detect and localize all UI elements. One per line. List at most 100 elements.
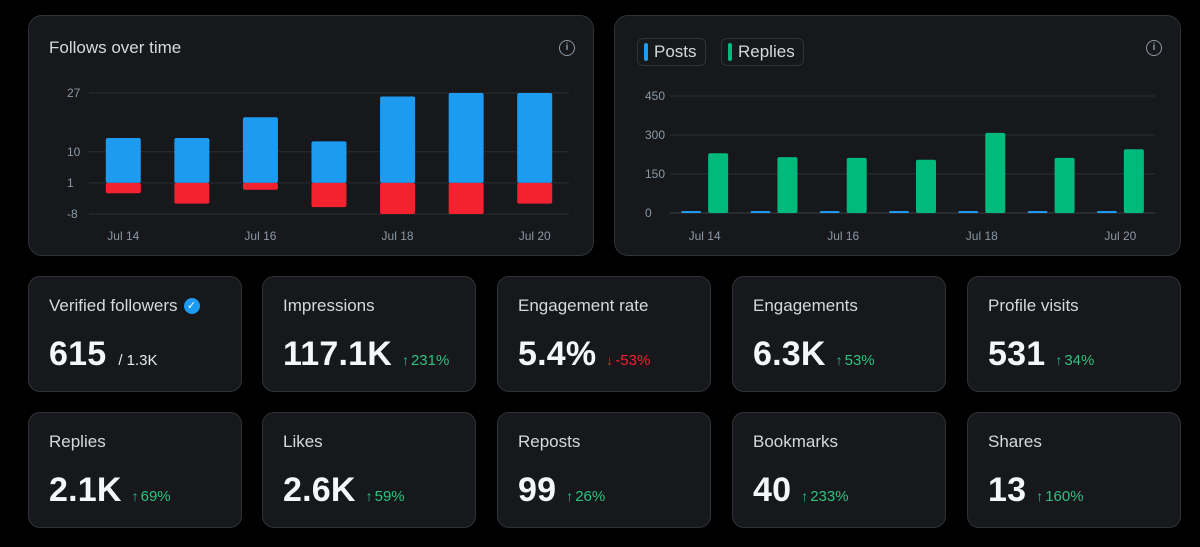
legend-posts[interactable]: Posts bbox=[637, 38, 706, 66]
metric-card-impressions[interactable]: Impressions 117.1K ↑ 231% bbox=[262, 276, 476, 392]
arrow-up-icon: ↑ bbox=[365, 488, 373, 504]
metric-card-engagement-rate[interactable]: Engagement rate 5.4% ↓ -53% bbox=[497, 276, 711, 392]
x-tick-label: Jul 16 bbox=[244, 229, 276, 243]
metric-value-row: 99 ↑ 26% bbox=[518, 471, 605, 510]
metric-delta: ↑ 231% bbox=[402, 352, 449, 369]
x-tick-label: Jul 18 bbox=[966, 229, 998, 243]
bar bbox=[517, 93, 553, 183]
bar bbox=[517, 182, 553, 204]
bar bbox=[958, 211, 979, 213]
x-tick-label: Jul 20 bbox=[1104, 229, 1136, 243]
bar bbox=[1027, 211, 1048, 213]
bar bbox=[311, 141, 347, 183]
info-icon[interactable]: i bbox=[559, 40, 575, 56]
bar bbox=[846, 157, 867, 213]
bar bbox=[174, 182, 210, 204]
delta-text: 160% bbox=[1045, 487, 1084, 505]
delta-text: 69% bbox=[140, 487, 171, 505]
metric-value-row: 531 ↑ 34% bbox=[988, 335, 1094, 374]
metric-label: Bookmarks bbox=[753, 432, 839, 451]
arrow-up-icon: ↑ bbox=[401, 352, 409, 368]
metric-label-text: Verified followers bbox=[49, 296, 178, 315]
metric-value: 13 bbox=[988, 471, 1027, 509]
bar bbox=[1123, 149, 1144, 213]
delta-text: 34% bbox=[1064, 351, 1095, 369]
metric-card-shares[interactable]: Shares 13 ↑ 160% bbox=[967, 412, 1181, 528]
metric-value: 40 bbox=[753, 471, 792, 509]
y-tick-label: -8 bbox=[67, 207, 78, 221]
y-tick-label: 0 bbox=[645, 206, 652, 220]
metric-label: Replies bbox=[49, 432, 106, 451]
posts-replies-chart-panel: Posts Replies i 450 300 150 0 Jul 14 Jul 16 Ju… bbox=[614, 15, 1181, 256]
metric-card-verified-followers[interactable]: Verified followers ✓ 615 / 1.3K bbox=[28, 276, 242, 392]
metric-delta: ↑ 53% bbox=[836, 352, 875, 369]
metric-value: 6.3K bbox=[753, 335, 826, 373]
metric-label: Shares bbox=[988, 432, 1042, 451]
delta-text: 233% bbox=[810, 487, 849, 505]
bar bbox=[708, 153, 729, 213]
metric-value-row: 2.6K ↑ 59% bbox=[283, 471, 405, 510]
delta-text: 231% bbox=[410, 351, 450, 369]
metric-value-row: 40 ↑ 233% bbox=[753, 471, 849, 510]
y-tick-label: 450 bbox=[645, 89, 665, 103]
metric-value-row: 5.4% ↓ -53% bbox=[518, 335, 650, 374]
bar bbox=[242, 117, 278, 183]
y-tick-label: 300 bbox=[645, 128, 665, 142]
replies-swatch bbox=[728, 43, 732, 61]
delta-text: -53% bbox=[615, 351, 651, 369]
metric-label: Engagements bbox=[753, 296, 858, 315]
bar bbox=[105, 137, 141, 183]
arrow-up-icon: ↑ bbox=[1036, 488, 1044, 504]
arrow-up-icon: ↑ bbox=[566, 488, 574, 504]
metric-delta: ↑ 59% bbox=[366, 488, 405, 505]
arrow-up-icon: ↑ bbox=[1055, 352, 1063, 368]
arrow-up-icon: ↑ bbox=[801, 488, 809, 504]
info-icon[interactable]: i bbox=[1146, 40, 1162, 56]
metric-card-replies[interactable]: Replies 2.1K ↑ 69% bbox=[28, 412, 242, 528]
metric-delta: ↑ 34% bbox=[1055, 352, 1094, 369]
metric-value-row: 13 ↑ 160% bbox=[988, 471, 1084, 510]
posts-replies-chart: 450 300 150 0 Jul 14 Jul 16 Jul 18 Jul 20 bbox=[645, 89, 1155, 243]
bar bbox=[448, 93, 484, 183]
metric-label: Profile visits bbox=[988, 296, 1079, 315]
y-tick-label: 10 bbox=[67, 145, 81, 159]
metric-label: Likes bbox=[283, 432, 323, 451]
metric-card-bookmarks[interactable]: Bookmarks 40 ↑ 233% bbox=[732, 412, 946, 528]
metric-delta: ↑ 160% bbox=[1036, 488, 1083, 505]
bar bbox=[681, 211, 702, 213]
x-tick-label: Jul 20 bbox=[519, 229, 551, 243]
follows-chart: 27 10 1 -8 Jul 14 Jul 16 Jul 18 Jul 20 bbox=[67, 86, 569, 243]
metric-card-likes[interactable]: Likes 2.6K ↑ 59% bbox=[262, 412, 476, 528]
arrow-down-icon: ↓ bbox=[606, 352, 614, 368]
metric-delta: ↓ -53% bbox=[606, 352, 650, 369]
y-tick-label: 27 bbox=[67, 86, 81, 100]
metric-card-profile-visits[interactable]: Profile visits 531 ↑ 34% bbox=[967, 276, 1181, 392]
metric-value: 5.4% bbox=[518, 335, 597, 373]
metric-card-engagements[interactable]: Engagements 6.3K ↑ 53% bbox=[732, 276, 946, 392]
bar bbox=[777, 157, 798, 213]
delta-text: 53% bbox=[844, 351, 875, 369]
metric-label: Reposts bbox=[518, 432, 581, 451]
metric-total: / 1.3K bbox=[118, 352, 158, 369]
x-tick-label: Jul 16 bbox=[827, 229, 859, 243]
bar bbox=[985, 132, 1006, 213]
bar bbox=[750, 211, 771, 213]
metric-card-reposts[interactable]: Reposts 99 ↑ 26% bbox=[497, 412, 711, 528]
follows-chart-panel: Follows over time i 27 10 1 -8 Jul 14 Jul 16 J… bbox=[28, 15, 594, 256]
legend-replies[interactable]: Replies bbox=[721, 38, 804, 66]
metric-value-row: 2.1K ↑ 69% bbox=[49, 471, 171, 510]
metric-value: 117.1K bbox=[283, 335, 392, 373]
delta-text: 26% bbox=[575, 487, 606, 505]
bar bbox=[448, 182, 484, 214]
x-tick-label: Jul 14 bbox=[689, 229, 721, 243]
arrow-up-icon: ↑ bbox=[835, 352, 843, 368]
metric-value: 531 bbox=[988, 335, 1046, 373]
metric-value-row: 117.1K ↑ 231% bbox=[283, 335, 449, 374]
chart-title: Follows over time bbox=[49, 38, 182, 57]
x-tick-label: Jul 14 bbox=[107, 229, 139, 243]
bar bbox=[105, 182, 141, 194]
metric-delta: ↑ 26% bbox=[566, 488, 605, 505]
metric-value: 615 bbox=[49, 335, 107, 373]
metric-delta: ↑ 233% bbox=[801, 488, 848, 505]
bar bbox=[819, 211, 840, 213]
